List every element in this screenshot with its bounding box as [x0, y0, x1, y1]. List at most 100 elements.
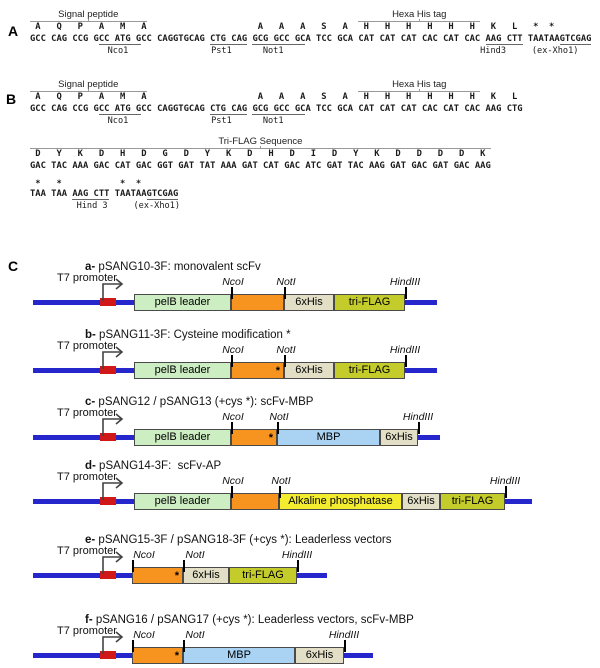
restriction-site-label-noti: NotI: [185, 549, 205, 561]
restriction-site-label-hindiii: HindIII: [489, 475, 521, 487]
restriction-site-label-ncoi: NcoI: [133, 549, 155, 561]
overline-label: Hexa His tag: [392, 79, 447, 91]
restriction-site-tick: [344, 640, 346, 652]
gene-box-6xhis: 6xHis: [402, 493, 440, 510]
panel-a-sequence: Signal peptide Hexa His tag A Q P A M A A…: [30, 6, 592, 58]
restriction-site-tick: [405, 355, 407, 367]
promoter-arrow-icon: [102, 413, 124, 436]
restriction-site-tick: [132, 560, 134, 572]
sequence-text: CC CAGGTGCAG: [141, 34, 211, 44]
restriction-site-label-ncoi: NcoI: [222, 276, 244, 288]
construct-title-text: pSANG10-3F: monovalent scFv: [95, 261, 261, 273]
restriction-site-tick: [418, 422, 420, 434]
panel-c-label: C: [8, 258, 19, 274]
gene-box-6xhis: 6xHis: [284, 294, 334, 311]
panel-b-enzyme-row: Nco1 Pst1 Not1: [30, 116, 284, 126]
gene-box-label: 6xHis: [192, 569, 220, 581]
gene-box-pelb-leader: pelB leader: [134, 294, 231, 311]
construct-title-text: pSANG12 / pSANG13 (+cys *): scFv-MBP: [95, 396, 314, 408]
cysteine-star: *: [275, 365, 280, 377]
panel-b-dna-row: GCC CAG CCG GCC ATG GCC CAGGTGCAG CTG CA…: [30, 104, 523, 117]
panel-b-overline-row: Signal peptide Hexa His tag: [30, 76, 523, 93]
gene-box-tri-flag: tri-FLAG: [440, 493, 505, 510]
sequence-text: TAA TAA: [30, 189, 73, 199]
gene-box-tri-flag: tri-FLAG: [334, 294, 405, 311]
sequence-text: TAATAA: [522, 34, 560, 44]
restriction-site-sequence: CC ATG G: [98, 34, 142, 45]
gene-box-label: pelB leader: [154, 495, 211, 507]
gene-box-pelb-leader: pelB leader: [134, 429, 231, 446]
restriction-site-tick: [231, 355, 233, 367]
restriction-site-label-ncoi: NcoI: [133, 629, 155, 641]
tri-flag-amino-acid-row: D Y K D H D G D Y K D H D I D Y K D D D …: [30, 149, 486, 159]
restriction-site-label-ncoi: NcoI: [222, 344, 244, 356]
restriction-site-label-hindiii: HindIII: [281, 549, 313, 561]
construct-e: e- pSANG15-3F / pSANG18-3F (+cys *): Lea…: [0, 534, 600, 588]
restriction-site-tick: [284, 287, 286, 299]
gene-box-tri-flag: tri-FLAG: [334, 362, 405, 379]
cysteine-star: *: [174, 650, 179, 662]
restriction-site-sequence: GCG GCC GC: [252, 34, 306, 45]
restriction-site-tick: [405, 287, 407, 299]
restriction-site-tick: [277, 422, 279, 434]
restriction-site-label-noti: NotI: [185, 629, 205, 641]
construct-letter: c-: [85, 396, 96, 408]
t7-promoter-region: [100, 366, 116, 374]
gene-box-label: tri-FLAG: [242, 569, 284, 581]
restriction-site-label-hindiii: HindIII: [402, 411, 434, 423]
gene-box-scfv-insert: [231, 294, 284, 311]
gene-box-label: pelB leader: [154, 364, 211, 376]
restriction-site-label-noti: NotI: [271, 475, 291, 487]
gene-box-label: 6xHis: [295, 364, 323, 376]
restriction-site-sequence: CC ATG G: [98, 104, 142, 115]
gene-box-6xhis: 6xHis: [295, 647, 344, 664]
construct-b: b- pSANG11-3F: Cysteine modification * T7…: [0, 329, 600, 383]
gene-box-6xhis: 6xHis: [183, 567, 229, 584]
restriction-site-label-noti: NotI: [276, 344, 296, 356]
gene-box-scfv-insert: *: [132, 567, 183, 584]
gene-box-6xhis: 6xHis: [380, 429, 418, 446]
restriction-site-sequence: AAG CTT: [485, 34, 523, 45]
construct-a: a- pSANG10-3F: monovalent scFv T7 promote…: [0, 261, 600, 315]
construct-letter: b-: [85, 329, 96, 341]
restriction-site-tick: [505, 486, 507, 498]
restriction-site-tick: [183, 560, 185, 572]
restriction-site-label-hindiii: HindIII: [328, 629, 360, 641]
gene-box-label: tri-FLAG: [451, 495, 494, 507]
restriction-site-tick: [183, 640, 185, 652]
gene-box-label: 6xHis: [385, 431, 413, 443]
t7-promoter-region: [100, 571, 116, 579]
gene-box-scfv-insert: *: [231, 429, 277, 446]
gene-box-label: MBP: [316, 431, 341, 443]
construct-title-text: pSANG15-3F / pSANG18-3F (+cys *): Leader…: [95, 534, 392, 546]
construct-title: f- pSANG16 / pSANG17 (+cys *): Leaderles…: [85, 614, 414, 626]
promoter-arrow-icon: [102, 551, 124, 574]
restriction-site-tick: [231, 486, 233, 498]
gene-box-pelb-leader: pelB leader: [134, 362, 231, 379]
restriction-site-tick: [231, 287, 233, 299]
sequence-text: GCC CAG CCG G: [30, 104, 99, 114]
construct-title-text: pSANG14-3F: scFv-AP: [95, 460, 222, 472]
restriction-site-label-noti: NotI: [269, 411, 289, 423]
restriction-site-label-hindiii: HindIII: [389, 344, 421, 356]
t7-promoter-label: T7 promoter: [57, 272, 117, 284]
restriction-site-sequence: GCG GCC GC: [252, 104, 306, 115]
construct-f: f- pSANG16 / pSANG17 (+cys *): Leaderles…: [0, 614, 600, 668]
cysteine-star: *: [268, 432, 273, 444]
promoter-arrow-icon: [102, 631, 124, 654]
stop-codon-star-row: * * * *: [30, 179, 142, 189]
sequence-text: TAATAA: [109, 189, 147, 199]
panel-a-enzyme-row: Nco1 Pst1 Not1 Hind3 (ex-Xho1): [30, 46, 579, 56]
gene-box-label: 6xHis: [305, 649, 334, 661]
gene-box-scfv-insert: [231, 493, 279, 510]
gene-box-label: Alkaline phosphatase: [288, 495, 393, 507]
gene-box-pelb-leader: pelB leader: [134, 493, 231, 510]
restriction-site-tick: [279, 486, 281, 498]
gene-box-label: pelB leader: [154, 431, 211, 443]
restriction-site-tick: [231, 422, 233, 434]
construct-letter: e-: [85, 534, 96, 546]
overline-label: Signal peptide: [58, 79, 119, 91]
panel-a-label: A: [8, 23, 19, 39]
restriction-site-sequence: CTG CAG: [210, 104, 248, 115]
restriction-site-sequence: AAG CTT: [72, 189, 110, 200]
